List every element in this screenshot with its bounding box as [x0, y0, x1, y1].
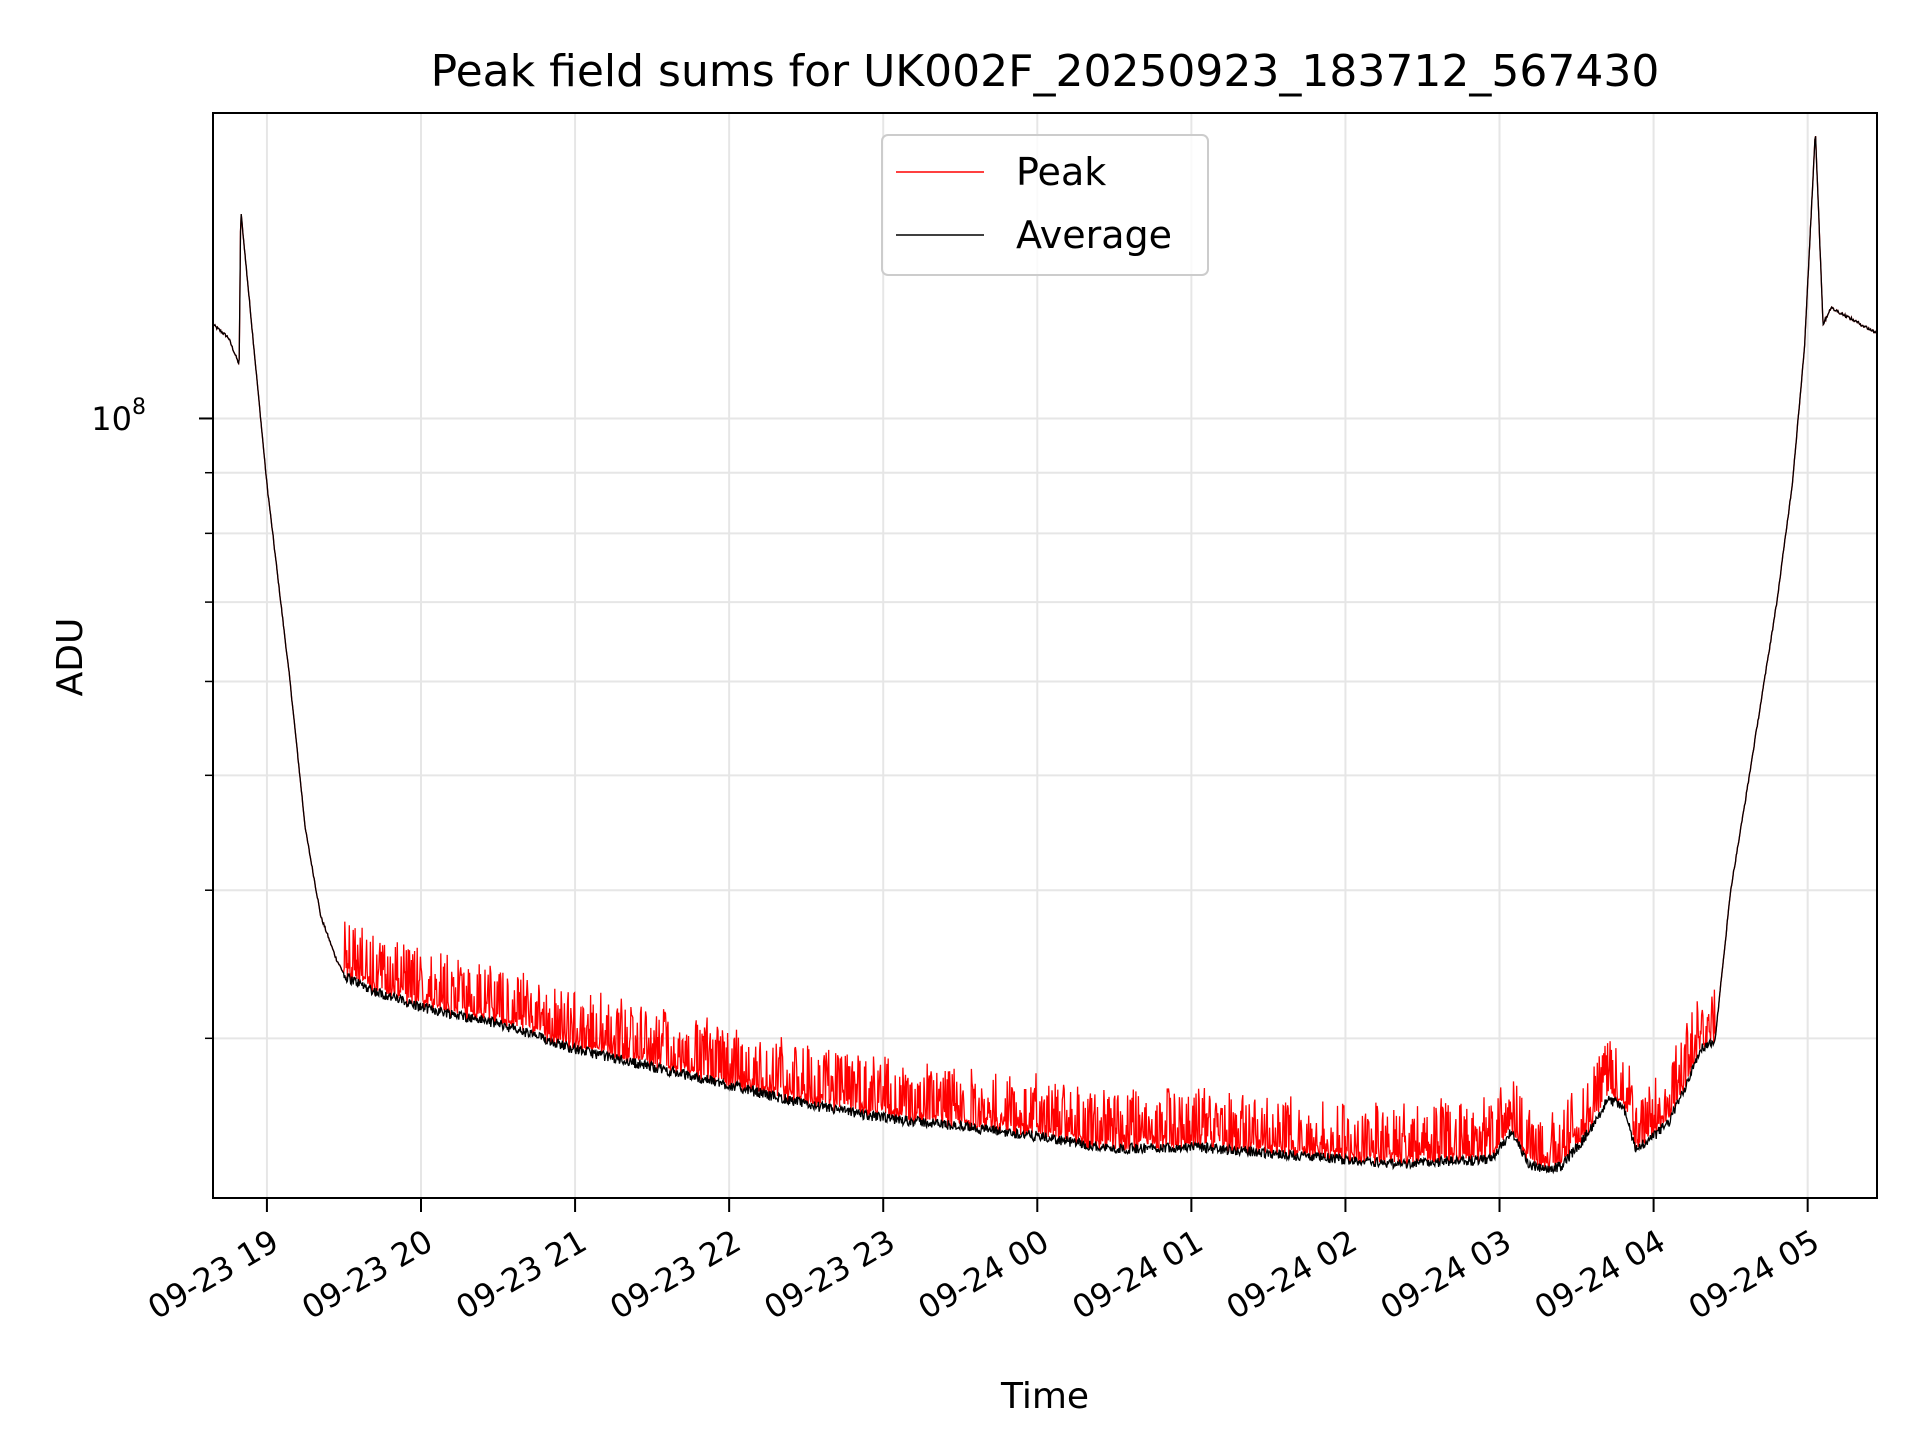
y-axis-label: ADU — [50, 618, 91, 697]
legend: Peak Average — [881, 134, 1209, 276]
y-tick-label-base: 10 — [91, 400, 132, 438]
svg-text:108: 108 — [91, 395, 146, 438]
grid — [213, 113, 1877, 1198]
legend-average-label: Average — [1016, 213, 1172, 257]
x-axis-label: Time — [1000, 1376, 1089, 1417]
legend-box — [881, 134, 1209, 276]
chart-title: Peak field sums for UK002F_20250923_1837… — [431, 46, 1660, 97]
y-major-tick-label: 108 — [91, 395, 146, 438]
legend-peak-label: Peak — [1016, 150, 1106, 194]
average-series-line — [212, 136, 1878, 1175]
y-tick-label-exponent: 8 — [132, 395, 146, 420]
series-group — [212, 136, 1878, 1175]
plot-frame — [212, 112, 1878, 1199]
